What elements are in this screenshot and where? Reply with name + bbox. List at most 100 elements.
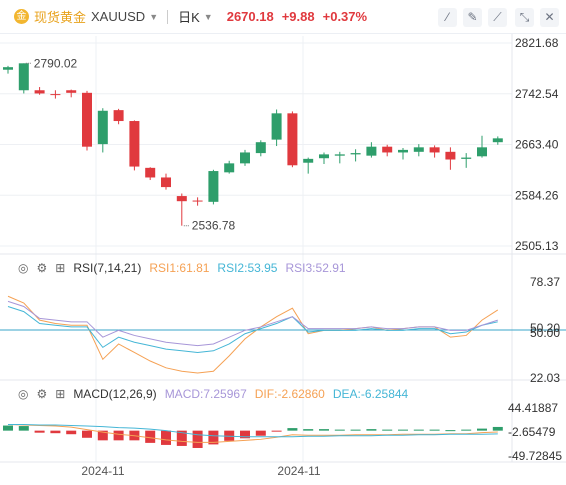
rsi-line-rsi1 — [7, 295, 499, 374]
candle-body — [287, 113, 298, 166]
macd-panel — [3, 424, 503, 448]
macd-histogram-bar — [429, 429, 440, 431]
candle-body — [113, 110, 124, 122]
candle-body — [66, 90, 77, 93]
rsi3-legend: RSI3:52.91 — [285, 261, 346, 275]
macd-histogram-bar — [176, 430, 187, 446]
x-axis-labels: 2024-11 2024-11 — [81, 464, 320, 478]
rsi-panel — [0, 295, 566, 374]
price-tick-label: 2821.68 — [515, 36, 559, 50]
x-tick-label: 2024-11 — [81, 464, 124, 478]
macd-histogram-bar — [413, 429, 424, 431]
candle-body — [34, 90, 45, 94]
candle-body — [334, 154, 345, 156]
price-tick-label: 2663.40 — [515, 138, 559, 152]
candle-body — [255, 142, 266, 154]
candle-body — [382, 146, 393, 153]
macd-legend: ◎ ⚙ ⊞ MACD(12,26,9) MACD:7.25967 DIF:-2.… — [18, 384, 408, 404]
rsi-line-rsi2 — [7, 306, 498, 353]
instrument-name[interactable]: 现货黄金 — [34, 10, 87, 25]
gold-coin-icon: 金 — [14, 9, 29, 24]
expand-icon[interactable]: ⊞ — [55, 261, 66, 275]
candle-body — [3, 67, 13, 70]
dif-line — [7, 424, 498, 443]
eye-icon[interactable]: ◎ — [18, 261, 29, 275]
candle-body — [224, 163, 235, 173]
candle-body — [461, 157, 472, 159]
candle-body — [445, 151, 456, 160]
expand-icon[interactable]: ⊞ — [55, 387, 66, 401]
header-divider — [167, 9, 169, 24]
macd-histogram-bar — [366, 429, 377, 431]
x-tick-label: 2024-11 — [277, 464, 320, 478]
macd-histogram-bar — [34, 430, 45, 433]
pencil-icon[interactable]: ✎ — [463, 8, 482, 27]
macd-histogram-bar — [240, 430, 250, 439]
price-tick-label: 2505.13 — [515, 239, 559, 253]
eye-icon[interactable]: ◎ — [18, 387, 29, 401]
rsi-legend: ◎ ⚙ ⊞ RSI(7,14,21) RSI1:61.81 RSI2:53.95… — [18, 258, 346, 278]
rsi-tick-label: 22.03 — [530, 371, 560, 385]
macd-tick-label: -2.65479 — [508, 425, 556, 439]
macd-histogram-bar — [461, 429, 472, 431]
macd-histogram-bar — [287, 428, 298, 431]
candle-body — [492, 138, 503, 143]
macd-histogram-bar — [334, 429, 345, 431]
candle-body — [50, 94, 61, 96]
candle-body — [97, 110, 108, 145]
macd-histogram-bar — [445, 430, 456, 432]
chart-grid — [0, 34, 566, 463]
macd-histogram-bar — [224, 430, 235, 441]
macd-histogram-bar — [192, 430, 203, 448]
candle-body — [145, 167, 156, 178]
candle-body — [413, 147, 424, 152]
macd-histogram-bar — [271, 430, 282, 432]
candle-body — [82, 92, 92, 147]
rsi-tick-label: 78.37 — [530, 275, 560, 289]
quote-header: 金 现货黄金 XAUUSD ▼ 日K ▼ 2670.18 +9.88 +0.37… — [0, 0, 566, 34]
collapse-icon[interactable]: ⤡ — [515, 8, 534, 27]
dea-line — [8, 424, 498, 438]
macd-legend-value: MACD:7.25967 — [164, 387, 247, 401]
macd-title: MACD(12,26,9) — [73, 387, 157, 401]
rsi2-legend: RSI2:53.95 — [217, 261, 278, 275]
candle-body — [176, 196, 187, 202]
extreme-price-label: 2536.78 — [192, 219, 236, 233]
macd-tick-label: 44.41887 — [508, 401, 558, 415]
rsi1-legend: RSI1:61.81 — [149, 261, 210, 275]
rsi-line-rsi3 — [7, 300, 498, 347]
instrument-symbol[interactable]: XAUUSD — [91, 9, 146, 24]
candle-body — [192, 200, 203, 202]
settings-icon[interactable]: ⚙ — [36, 261, 48, 275]
settings-icon[interactable]: ⚙ — [36, 387, 48, 401]
rsi-title: RSI(7,14,21) — [73, 261, 142, 275]
candle-body — [398, 149, 408, 153]
candle-body — [303, 158, 314, 163]
candlestick-series: 2790.02 2536.78 — [3, 56, 503, 233]
candle-body — [271, 113, 282, 140]
chevron-down-icon[interactable]: ▼ — [149, 11, 159, 22]
rsi-tick-label: 50.00 — [530, 326, 560, 340]
macd-histogram-bar — [382, 429, 393, 431]
macd-histogram-bar — [208, 430, 219, 445]
price-tick-label: 2742.54 — [515, 87, 559, 101]
macd-tick-label: -49.72845 — [508, 449, 562, 463]
macd-histogram-bar — [398, 429, 408, 431]
candle-body — [161, 177, 171, 188]
candle-body — [240, 152, 250, 164]
macd-histogram-bar — [66, 430, 77, 435]
macd-histogram-bar — [350, 429, 361, 431]
macd-histogram-bar — [255, 430, 266, 436]
close-icon[interactable]: ✕ — [540, 8, 559, 27]
macd-histogram-bar — [492, 426, 503, 431]
chevron-down-icon[interactable]: ▼ — [203, 11, 213, 22]
period-selector[interactable]: 日K — [178, 10, 200, 25]
price-tick-label: 2584.26 — [515, 188, 559, 202]
macd-histogram-bar — [161, 430, 171, 445]
candle-body — [129, 121, 140, 167]
line-chart-icon[interactable]: ⁄ — [438, 8, 457, 27]
last-price: 2670.18 — [226, 9, 274, 24]
chart-canvas[interactable]: 2790.02 2536.78 2821.68 2742.54 2663.40 2584… — [0, 34, 566, 485]
ruler-icon[interactable]: ⟋ — [488, 8, 507, 27]
